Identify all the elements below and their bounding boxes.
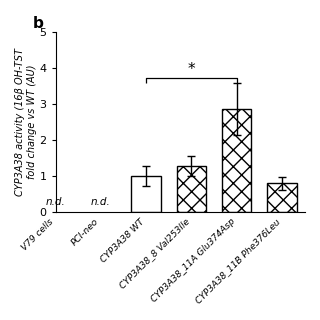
Bar xyxy=(177,166,206,212)
Text: b: b xyxy=(33,16,44,31)
Y-axis label: CYP3A38 activity (16β OH-TST
fold change vs WT (AU): CYP3A38 activity (16β OH-TST fold change… xyxy=(15,48,36,196)
Text: *: * xyxy=(188,62,195,77)
Bar xyxy=(267,183,297,212)
Text: n.d.: n.d. xyxy=(91,197,111,207)
Text: n.d.: n.d. xyxy=(46,197,65,207)
Bar xyxy=(132,176,161,212)
Bar xyxy=(222,109,252,212)
